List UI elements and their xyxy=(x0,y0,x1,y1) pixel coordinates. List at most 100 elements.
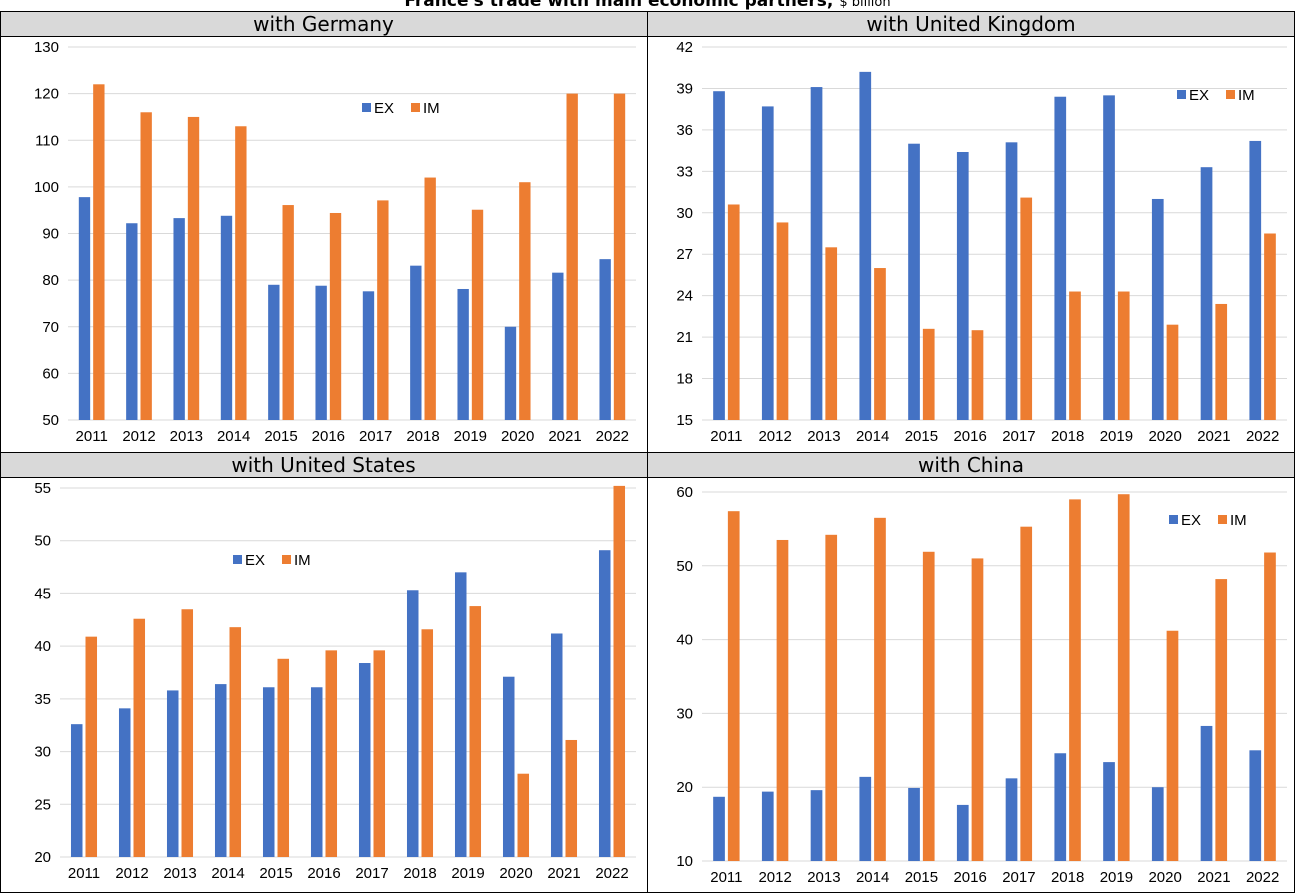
x-tick-label: 2015 xyxy=(905,869,938,886)
x-tick-label: 2019 xyxy=(1100,869,1133,886)
bar-im xyxy=(1166,630,1179,861)
bar-im xyxy=(825,534,838,861)
bar-im xyxy=(282,205,294,420)
bar-im xyxy=(971,558,984,861)
x-tick-label: 2012 xyxy=(122,428,155,445)
bar-im xyxy=(825,247,838,420)
bar-ex xyxy=(599,259,611,420)
bar-im xyxy=(421,629,434,857)
y-tick-label: 24 xyxy=(676,288,693,305)
x-tick-label: 2021 xyxy=(1197,428,1230,445)
x-tick-label: 2018 xyxy=(403,865,436,882)
y-tick-label: 90 xyxy=(42,226,59,243)
y-tick-label: 36 xyxy=(676,122,693,139)
bar-ex xyxy=(761,106,774,421)
bar-ex xyxy=(118,708,131,857)
bar-im xyxy=(922,328,935,420)
page-title-text: France's trade with main economic partne… xyxy=(404,0,834,11)
bar-im xyxy=(235,126,247,420)
x-tick-label: 2017 xyxy=(1002,869,1035,886)
legend-label-ex: EX xyxy=(374,100,394,117)
x-tick-label: 2022 xyxy=(1246,869,1279,886)
x-tick-label: 2014 xyxy=(217,428,250,445)
legend-swatch-im xyxy=(1226,90,1235,99)
y-tick-label: 50 xyxy=(34,533,51,550)
bar-ex xyxy=(504,326,517,420)
x-tick-label: 2021 xyxy=(548,428,581,445)
bar-im xyxy=(329,212,342,420)
bar-ex xyxy=(70,724,83,857)
y-tick-label: 45 xyxy=(34,585,51,602)
bar-im xyxy=(1020,197,1033,420)
x-tick-label: 2016 xyxy=(312,428,345,445)
bar-im xyxy=(1117,291,1130,420)
x-tick-label: 2020 xyxy=(499,865,532,882)
bar-ex xyxy=(552,272,564,420)
bar-im xyxy=(424,177,436,420)
x-tick-label: 2011 xyxy=(710,428,742,445)
bar-ex xyxy=(713,91,725,421)
x-tick-label: 2022 xyxy=(1246,428,1279,445)
chart-panel-united-kingdom: with United Kingdom 15 18 21 24 27 30 33 36 39 42… xyxy=(647,11,1295,452)
bar-im xyxy=(613,93,626,420)
y-tick-label: 40 xyxy=(676,632,693,649)
bar-ex xyxy=(713,796,725,861)
x-tick-label: 2016 xyxy=(953,869,986,886)
x-tick-label: 2015 xyxy=(264,428,297,445)
bar-im xyxy=(1264,233,1276,420)
x-tick-label: 2013 xyxy=(170,428,203,445)
bar-im xyxy=(140,112,152,421)
bar-ex xyxy=(406,590,419,857)
x-tick-label: 2012 xyxy=(115,865,148,882)
bar-ex xyxy=(1151,787,1164,861)
bar-ex xyxy=(1054,753,1067,861)
bar-ex xyxy=(457,288,469,420)
legend-label-im: IM xyxy=(1238,87,1255,104)
legend-swatch-im xyxy=(282,555,291,564)
x-tick-label: 2019 xyxy=(451,865,484,882)
bar-ex xyxy=(173,218,185,420)
x-tick-label: 2020 xyxy=(501,428,534,445)
bar-ex xyxy=(220,215,233,420)
legend: EX IM xyxy=(1177,87,1255,104)
y-tick-label: 18 xyxy=(676,371,693,388)
legend-swatch-ex xyxy=(233,555,242,564)
bar-im xyxy=(874,517,886,861)
x-tick-label: 2021 xyxy=(1197,869,1230,886)
bar-im xyxy=(229,627,242,857)
legend-label-ex: EX xyxy=(245,552,265,569)
bar-ex xyxy=(315,285,327,420)
bar-im xyxy=(277,658,290,857)
legend-swatch-im xyxy=(1218,515,1227,524)
bar-ex xyxy=(78,197,91,420)
x-tick-label: 2015 xyxy=(259,865,292,882)
bar-im xyxy=(471,209,484,420)
legend-swatch-im xyxy=(411,103,420,112)
legend-label-im: IM xyxy=(423,100,440,117)
chart-panel-united-states: with United States 20 25 30 35 40 45 50 55 2011 2… xyxy=(0,452,647,893)
bar-ex xyxy=(1005,142,1018,421)
legend-swatch-ex xyxy=(1169,515,1178,524)
legend-swatch-ex xyxy=(362,103,371,112)
chart-panel-china: with China 10 20 30 40 50 60 2011 2012 2013 2014 2… xyxy=(647,452,1295,893)
bar-im xyxy=(874,268,886,420)
bar-im xyxy=(517,773,530,857)
y-tick-label: 70 xyxy=(42,319,59,336)
bar-ex xyxy=(956,804,969,861)
x-tick-label: 2012 xyxy=(758,428,791,445)
legend: EX IM xyxy=(1169,512,1247,529)
bar-im xyxy=(1117,494,1130,861)
y-tick-label: 100 xyxy=(34,179,59,196)
x-tick-label: 2022 xyxy=(595,865,628,882)
bar-ex xyxy=(859,71,872,420)
legend-swatch-ex xyxy=(1177,90,1186,99)
bar-ex xyxy=(550,633,563,857)
x-tick-label: 2014 xyxy=(856,869,889,886)
bar-im xyxy=(93,84,105,421)
x-tick-label: 2019 xyxy=(454,428,487,445)
bar-im xyxy=(971,330,984,420)
panel-title: with United States xyxy=(0,452,647,478)
bar-ex xyxy=(410,265,422,420)
y-tick-label: 30 xyxy=(676,705,693,722)
bar-ex xyxy=(502,676,515,857)
